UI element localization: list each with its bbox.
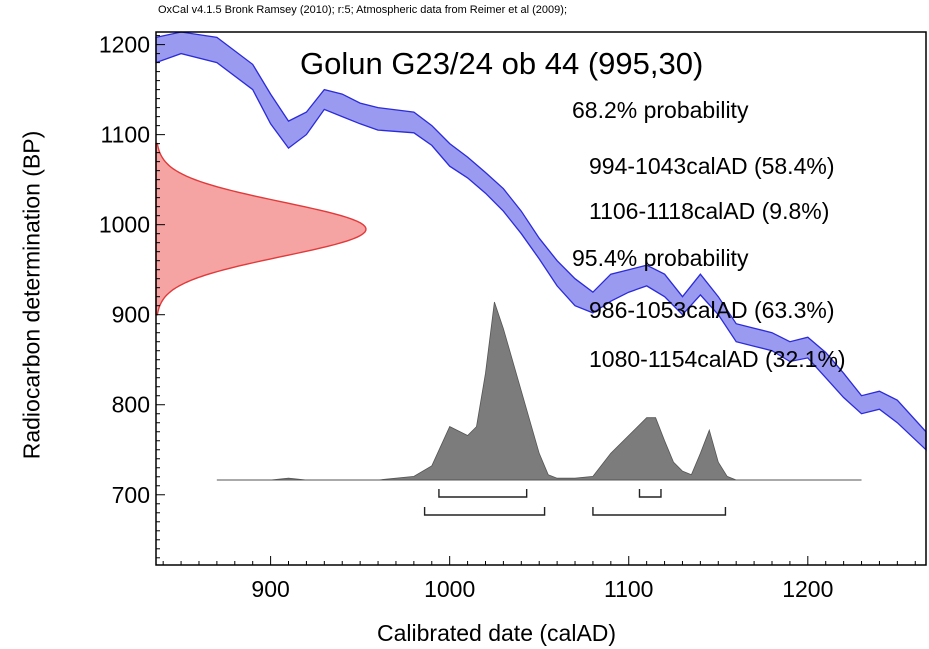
chart-title: Golun G23/24 ob 44 (995,30) <box>300 46 704 81</box>
y-axis-label-text: Radiocarbon determination (BP) <box>18 130 45 460</box>
range-brackets-layer <box>423 489 727 516</box>
range-label-95-a: 986-1053calAD (63.3%) <box>589 297 835 323</box>
y-tick-label: 700 <box>112 482 150 508</box>
y-tick-label: 800 <box>112 392 150 418</box>
posterior-distribution <box>216 301 862 481</box>
range-label-95-b: 1080-1154calAD (32.1%) <box>589 346 846 372</box>
y-tick-label: 1200 <box>99 32 150 58</box>
range-label-68-a: 994-1043calAD (58.4%) <box>589 153 835 179</box>
axis-ticks <box>156 35 916 565</box>
axis-tick-labels: 700 800 900 1000 1100 1200 900 1000 1100 1200 <box>99 32 834 602</box>
range-label-95-header: 95.4% probability <box>572 245 749 271</box>
x-tick-label: 900 <box>251 576 289 602</box>
radiocarbon-density-layer <box>155 142 367 316</box>
software-credit: OxCal v4.1.5 Bronk Ramsey (2010); r:5; A… <box>158 4 567 16</box>
range-bracket-95-1 <box>592 507 727 516</box>
posterior-layer <box>216 301 862 481</box>
radiocarbon-density-curve <box>155 142 367 316</box>
y-tick-label: 1000 <box>99 212 150 238</box>
x-tick-label: 1100 <box>604 576 653 602</box>
plot-frame <box>155 31 927 566</box>
range-bracket-68-0 <box>438 489 528 498</box>
x-tick-label: 1000 <box>424 576 475 602</box>
range-bracket-68-1 <box>638 489 662 498</box>
y-tick-label: 1100 <box>101 122 150 148</box>
range-bracket-95-0 <box>423 507 546 516</box>
range-label-68-b: 1106-1118calAD (9.8%) <box>589 198 830 224</box>
range-label-68-header: 68.2% probability <box>572 97 749 123</box>
y-tick-label: 900 <box>112 302 150 328</box>
x-tick-label: 1200 <box>782 576 833 602</box>
x-axis-label: Calibrated date (calAD) <box>377 620 617 646</box>
